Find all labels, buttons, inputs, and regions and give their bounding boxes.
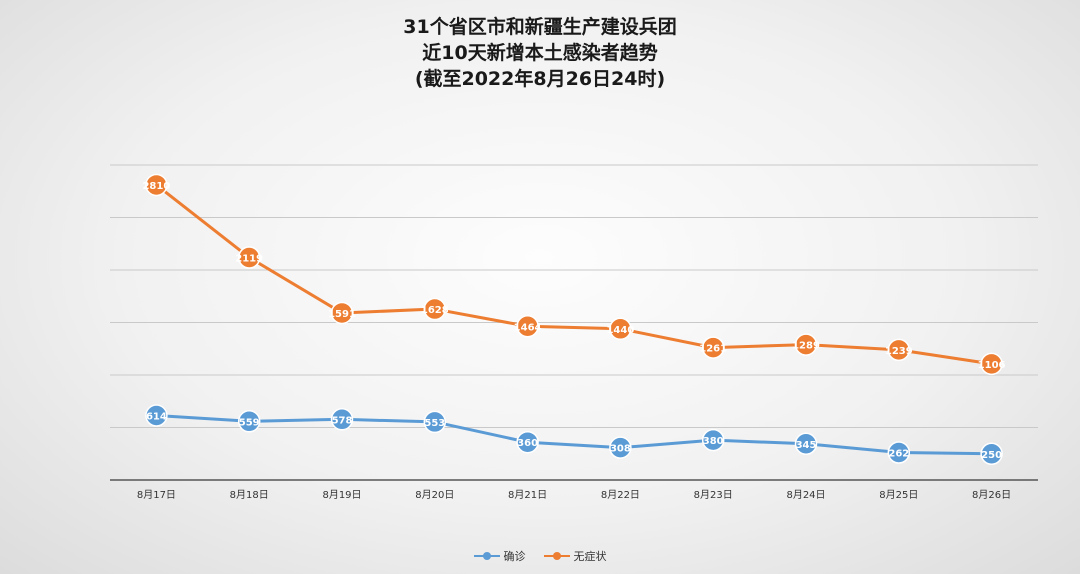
data-point: [794, 432, 818, 456]
data-label: 1239: [885, 346, 913, 357]
legend: 确诊 无症状: [0, 548, 1080, 564]
data-label: 308: [610, 444, 631, 455]
data-label: 578: [332, 415, 353, 426]
series-line-1: [154, 183, 994, 366]
data-point: [330, 408, 354, 431]
data-label: 360: [517, 438, 538, 449]
x-tick-label: 8月19日: [322, 489, 361, 501]
x-tick-label: 8月26日: [972, 489, 1011, 501]
x-tick-label: 8月23日: [694, 489, 733, 501]
x-tick-label: 8月25日: [879, 489, 918, 501]
data-point: [980, 442, 1003, 465]
data-label: 1289: [792, 341, 820, 352]
data-point: [237, 246, 261, 269]
data-point: [516, 315, 539, 338]
data-label: 345: [796, 440, 817, 451]
data-point: [516, 430, 539, 454]
data-point: [609, 436, 632, 459]
data-point: [145, 173, 168, 197]
legend-label-asymptomatic: 无症状: [573, 550, 607, 563]
data-label: 2119: [235, 254, 263, 265]
data-label: 1261: [699, 344, 727, 355]
x-tick-label: 8月24日: [786, 489, 825, 501]
legend-swatch-asymptomatic: [543, 552, 570, 560]
x-tick-label: 8月22日: [601, 489, 640, 501]
x-tick-label: 8月18日: [230, 489, 269, 501]
data-point: [887, 441, 911, 464]
data-point: [701, 336, 725, 359]
title-line-2: 近10天新增本土感染者趋势: [422, 42, 658, 64]
data-point: [794, 333, 818, 356]
data-point: [887, 338, 911, 362]
data-label: 1628: [421, 305, 449, 316]
x-tick-label: 8月20日: [415, 489, 454, 501]
data-point: [145, 404, 168, 427]
data-point: [423, 410, 447, 434]
legend-label-confirmed: 确诊: [503, 550, 526, 563]
data-label: 262: [888, 448, 909, 459]
data-point: [609, 317, 632, 341]
x-tick-label: 8月21日: [508, 489, 547, 501]
legend-item-asymptomatic: 无症状: [543, 548, 607, 564]
data-label: 614: [146, 412, 167, 423]
data-point: [237, 410, 261, 433]
data-point: [701, 428, 725, 452]
data-point: [423, 297, 447, 321]
data-label: 1464: [514, 322, 542, 333]
series-line-0: [154, 414, 994, 456]
title-line-1: 31个省区市和新疆生产建设兵团: [403, 16, 677, 38]
data-label: 559: [239, 417, 260, 428]
data-label: 380: [703, 436, 724, 447]
data-label: 1106: [978, 360, 1006, 371]
legend-swatch-confirmed: [473, 552, 500, 560]
data-point: [980, 352, 1003, 376]
data-label: 2810: [142, 181, 170, 192]
data-label: 1440: [606, 325, 634, 336]
title-line-3: (截至2022年8月26日24时): [414, 68, 666, 90]
data-label: 1591: [328, 309, 356, 320]
data-point: [330, 301, 354, 325]
legend-item-confirmed: 确诊: [473, 548, 526, 564]
chart-title: 31个省区市和新疆生产建设兵团 近10天新增本土感染者趋势 (截至2022年8月…: [0, 14, 1080, 92]
data-label: 553: [424, 418, 445, 429]
x-tick-label: 8月17日: [137, 489, 176, 501]
data-label: 250: [981, 450, 1002, 461]
